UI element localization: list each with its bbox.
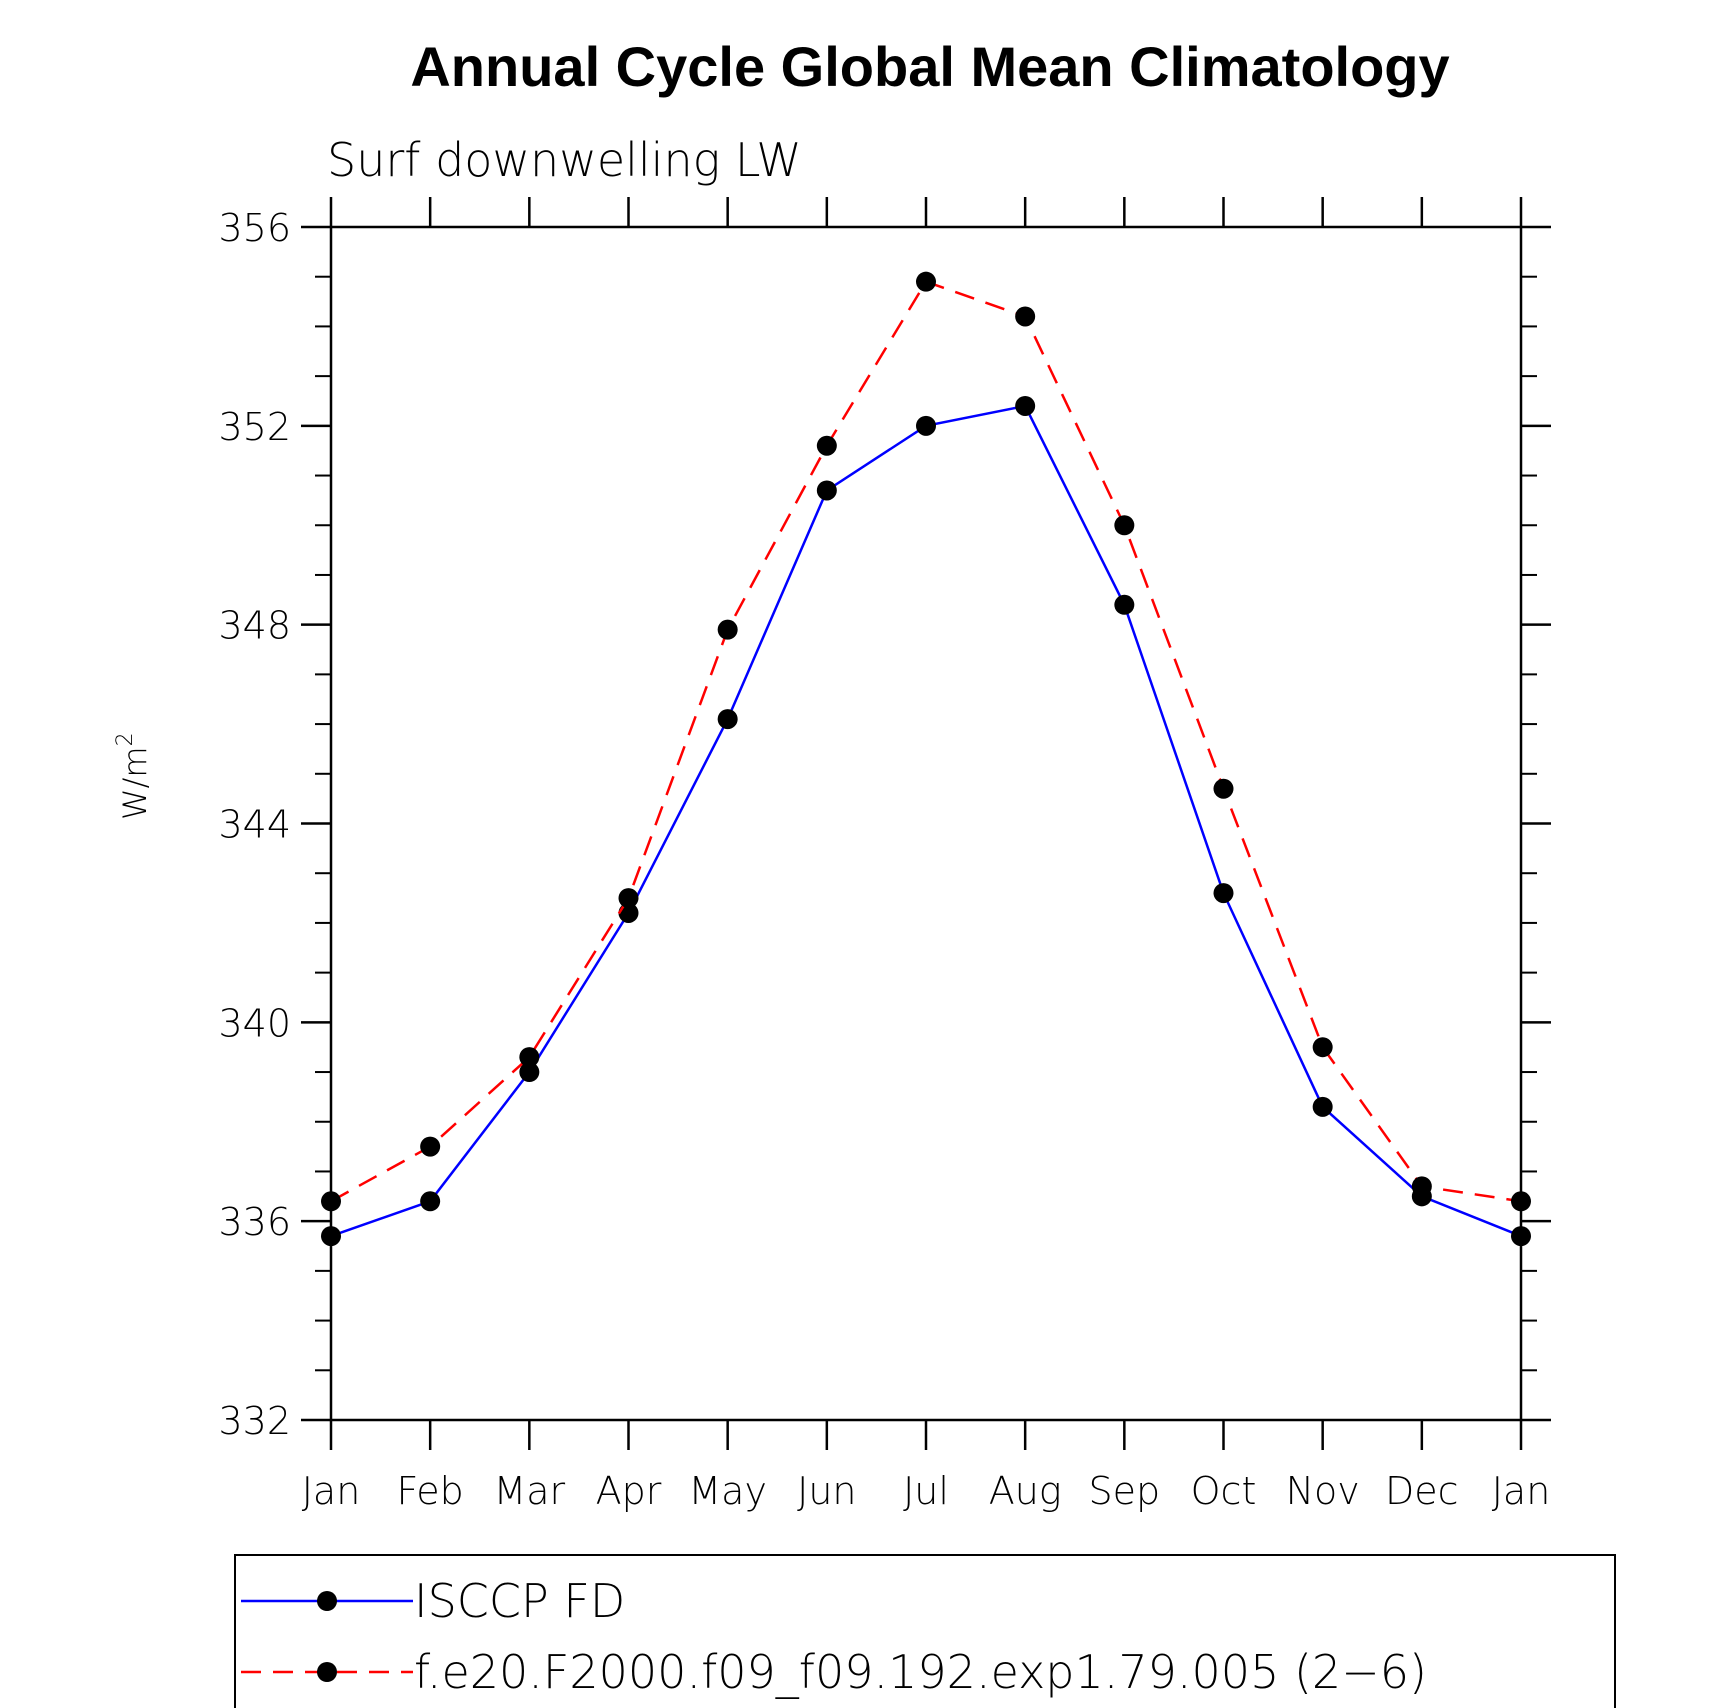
chart-subtitle: Surf downwelling LW (327, 133, 802, 187)
data-point (916, 271, 936, 292)
data-point (717, 619, 738, 640)
series-line (330, 404, 1522, 1238)
data-point (618, 888, 639, 909)
y-axis-label-main: W/m (116, 746, 154, 820)
y-tick-label: 340 (218, 1001, 291, 1045)
y-tick-label: 332 (218, 1399, 291, 1443)
series-layer (321, 271, 1531, 1247)
x-tick-label: Jan (1492, 1469, 1551, 1513)
y-axis-label-superscript: 2 (113, 732, 138, 746)
data-point (1015, 306, 1036, 327)
data-point (519, 1047, 540, 1068)
x-tick-label: Feb (397, 1469, 464, 1513)
x-tick-label: Dec (1385, 1469, 1459, 1513)
data-point (519, 1062, 540, 1083)
chart-title: Annual Cycle Global Mean Climatology (410, 35, 1449, 98)
series-model (321, 271, 1531, 1212)
y-axis-label: W/m2 (113, 732, 154, 820)
data-point (420, 1191, 441, 1212)
data-point (1411, 1176, 1432, 1197)
data-point (1312, 1096, 1333, 1117)
x-tick-label: Jun (797, 1469, 856, 1513)
data-point (321, 1226, 341, 1247)
x-tick-label: Sep (1089, 1469, 1161, 1513)
x-tick-label: Jul (903, 1469, 949, 1513)
data-point (1511, 1191, 1531, 1212)
legend-marker-isccp (317, 1591, 337, 1611)
data-point (1511, 1226, 1531, 1247)
legend-label-isccp: ISCCP FD (414, 1574, 625, 1628)
data-point (1213, 883, 1234, 904)
x-tick-label: Nov (1286, 1469, 1360, 1513)
legend-box (234, 1554, 1616, 1708)
data-point (916, 415, 936, 436)
x-tick-label: Oct (1191, 1469, 1257, 1513)
x-tick-label: Aug (989, 1469, 1062, 1513)
x-tick-label: May (688, 1469, 767, 1513)
y-tick-label: 344 (218, 803, 291, 847)
legend-label-model: f.e20.F2000.f09_f09.192.exp1.79.005 (2−6… (414, 1645, 1427, 1699)
data-point (717, 709, 738, 730)
data-point (420, 1136, 441, 1157)
y-tick-label: 352 (218, 405, 291, 449)
y-tick-label: 356 (218, 206, 291, 250)
data-point (321, 1191, 341, 1212)
y-tick-label: 348 (218, 604, 291, 648)
data-point (816, 480, 837, 501)
data-point (1114, 594, 1135, 615)
data-point (816, 435, 837, 456)
data-point (1312, 1037, 1333, 1058)
data-point (1015, 395, 1036, 416)
series-isccp-fd (321, 395, 1531, 1247)
data-point (1213, 778, 1234, 799)
x-tick-label: Jan (302, 1469, 361, 1513)
x-tick-label: Apr (596, 1469, 662, 1513)
x-tick-label: Mar (493, 1469, 565, 1513)
plot-frame (329, 225, 1523, 1422)
legend: ISCCP FD f.e20.F2000.f09_f09.192.exp1.79… (234, 1554, 1616, 1708)
legend-marker-model (317, 1662, 337, 1682)
data-point (1114, 515, 1135, 536)
y-tick-label: 336 (218, 1200, 291, 1244)
plot-axes: 332 336 340 344 348 352 356 Jan Feb Mar Apr May Jun J… (218, 197, 1551, 1513)
